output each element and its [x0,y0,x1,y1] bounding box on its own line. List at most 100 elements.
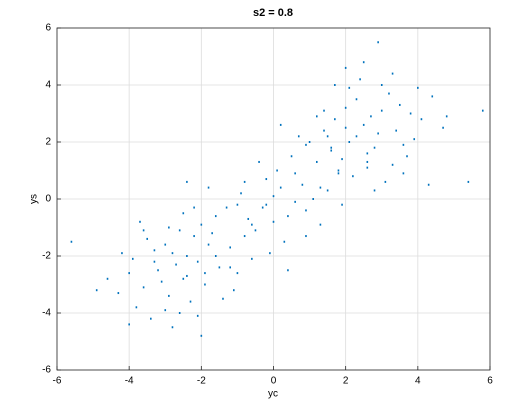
point [398,103,401,106]
point [406,155,408,158]
point [355,98,358,101]
x-tick-label: -4 [125,376,134,387]
point [417,86,419,89]
point [146,237,149,240]
y-tick-label: -6 [42,365,51,376]
point [370,115,372,118]
point [305,143,307,146]
point [279,186,282,189]
x-tick-label: 2 [343,376,349,387]
point [330,146,333,149]
point [251,257,253,260]
points [70,41,484,337]
point [366,160,369,163]
point [377,132,379,135]
point [334,118,336,121]
point [117,292,120,295]
point [218,266,221,269]
point [402,172,405,175]
point [131,257,134,260]
y-tick-label: 6 [45,23,51,34]
point [344,106,347,109]
point [164,309,167,312]
point [409,112,412,115]
point [160,280,163,283]
point [211,232,213,235]
point [254,229,257,232]
point [121,252,123,255]
point [265,178,268,181]
point [70,240,73,243]
point [334,84,336,86]
point [402,143,405,146]
point [305,209,307,212]
point [362,123,365,126]
point [330,149,333,152]
point [445,115,448,118]
point [442,126,444,129]
point [247,217,250,220]
point [207,243,210,246]
chart-title: s2 = 0.8 [253,7,293,19]
point [344,66,347,69]
point [214,215,217,218]
point [171,252,174,255]
point [193,235,195,238]
point [323,129,325,132]
point [290,155,293,158]
point [341,203,343,206]
point [373,189,376,192]
point [319,223,322,226]
point [294,172,296,175]
point [269,252,271,255]
point [236,203,239,206]
point [348,141,351,143]
point [326,135,329,138]
point [326,189,329,192]
point [178,312,181,314]
point [153,260,156,263]
point [319,186,322,189]
point [348,86,351,89]
point [366,152,369,155]
point [344,126,347,129]
point [467,180,470,183]
x-tick-label: 0 [271,376,277,387]
point [106,277,109,280]
y-tick-label: 4 [45,80,51,91]
point [186,274,188,277]
point [142,286,145,289]
point [287,215,289,218]
point [182,212,185,215]
point [200,223,203,226]
y-axis-label: ys [29,194,40,204]
point [164,243,167,246]
point [175,263,177,266]
point [294,200,296,203]
point [384,180,387,183]
point [142,229,145,232]
point [168,226,170,229]
point [301,183,304,186]
y-tick-label: 0 [45,194,51,205]
point [153,249,156,252]
point [139,220,141,223]
point [362,61,365,64]
y-tick-label: -4 [42,308,51,319]
point [178,229,181,232]
x-tick-label: -2 [197,376,206,387]
point [168,294,170,297]
point [193,206,195,209]
point [95,289,98,292]
point [276,169,278,172]
point [352,175,354,178]
point [189,300,192,303]
point [204,283,206,286]
point [337,172,340,175]
point [196,260,199,263]
point [272,195,275,198]
point [236,272,239,275]
point [261,206,264,209]
point [196,314,199,317]
